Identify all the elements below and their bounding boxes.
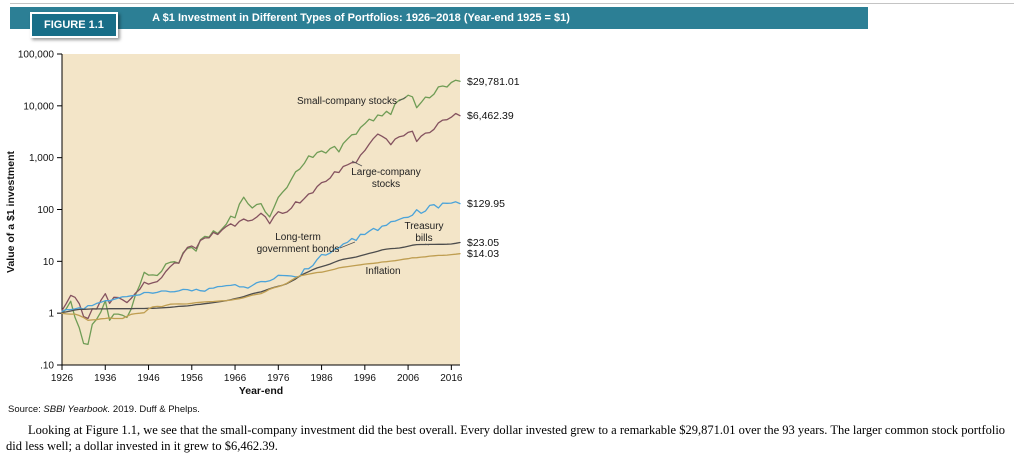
small-company-stocks-label-connector [398,96,407,102]
y-axis-title: Value of a $1 investment [5,151,17,273]
figure-label-badge: FIGURE 1.1 [30,12,118,38]
x-tick-label: 1986 [310,373,333,384]
source-rest: 2019. Duff & Phelps. [110,404,200,415]
chart: 100,000 10,000 1,000 100 10 1 .10 1926 1936 1946 1… [0,42,540,402]
long-term-government-bonds-label: government bonds [257,244,340,255]
x-tick-label: 1926 [51,373,74,384]
treasury-bills-label-connector [424,243,430,246]
treasury-bills-label: Treasury [404,221,443,232]
y-tick-label: 10 [43,257,55,268]
x-tick-label: 1996 [354,373,377,384]
y-tick-label: 10,000 [23,101,54,112]
x-tick-label: 1966 [224,373,247,384]
large-company-stocks-label-connector [351,160,363,167]
series-line-long-term-government-bonds [61,201,461,313]
y-tick-label: 1,000 [29,153,54,164]
large-company-stocks-label: Large-company [351,167,420,178]
x-tick-label: 2006 [397,373,420,384]
series-line-treasury-bills [61,241,461,314]
figure-header-bar: A $1 Investment in Different Types of Po… [10,7,868,29]
x-axis-title: Year-end [239,385,283,397]
end-value-inflation: $14.03 [467,248,499,260]
y-tick-label: .10 [40,361,54,372]
inflation-label: Inflation [365,266,400,277]
end-value-large-company-stocks: $6,462.39 [467,110,514,122]
series-line-large-company-stocks [61,112,461,320]
large-company-stocks-label: stocks [372,179,400,190]
treasury-bills-label: bills [415,233,432,244]
source-line: Source: SBBI Yearbook. 2019. Duff & Phel… [8,404,200,415]
y-tick-label: 1 [48,309,54,320]
source-work: SBBI Yearbook. [43,404,111,415]
end-value-treasury-bills: $23.05 [467,237,499,249]
small-company-stocks-label: Small-company stocks [297,96,397,107]
x-tick-label: 1946 [137,373,160,384]
top-rule [10,3,1014,4]
x-tick-label: 2016 [440,373,463,384]
long-term-government-bonds-label-connector [339,241,356,249]
x-tick-label: 1976 [267,373,290,384]
end-value-small-company-stocks: $29,781.01 [467,76,520,88]
figure-title: A $1 Investment in Different Types of Po… [152,12,570,24]
source-prefix: Source: [8,404,44,415]
y-tick-label: 100,000 [18,50,55,61]
series-line-inflation [61,253,461,321]
y-tick-label: 100 [37,205,54,216]
long-term-government-bonds-label: Long-term [275,232,321,243]
body-paragraph: Looking at Figure 1.1, we see that the s… [6,423,1006,454]
end-value-long-term-government-bonds: $129.95 [467,198,505,210]
x-tick-label: 1936 [94,373,117,384]
x-tick-label: 1956 [181,373,204,384]
series-line-small-company-stocks [61,79,461,346]
